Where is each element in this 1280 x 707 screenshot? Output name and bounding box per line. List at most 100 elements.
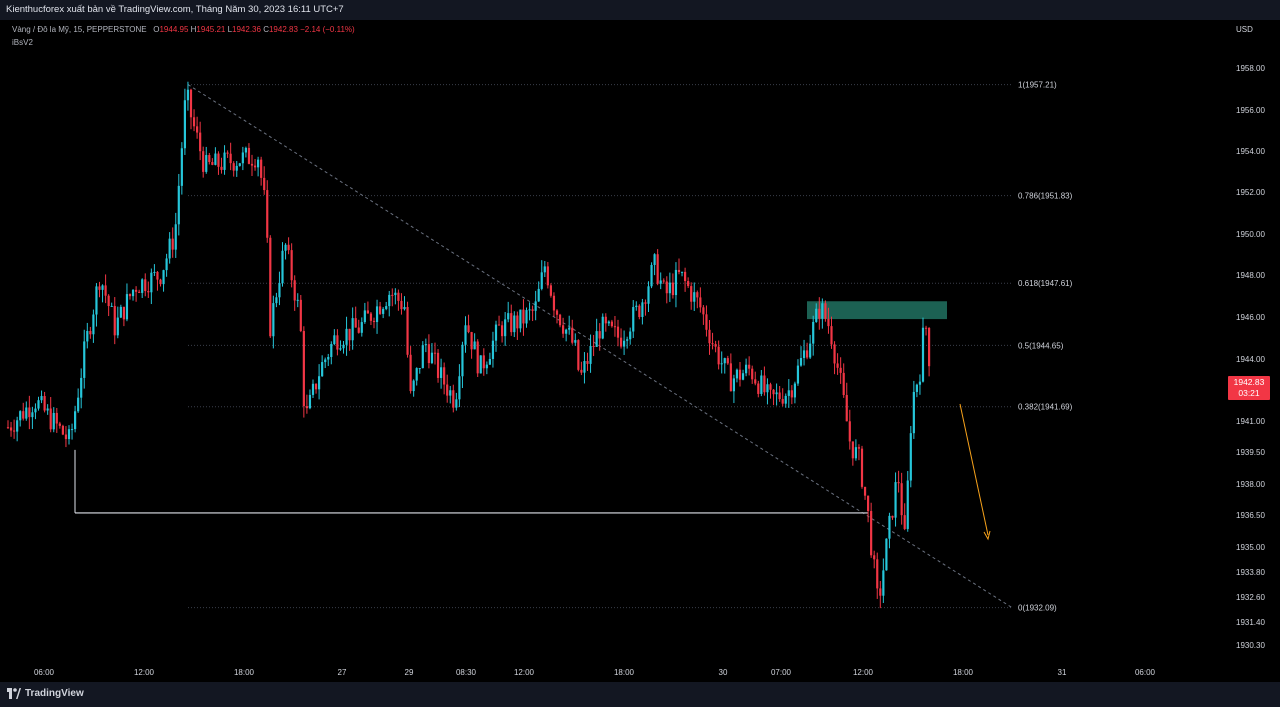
candle-body [232,163,235,171]
candle-body [867,495,870,512]
candle-body [46,408,49,411]
candle-body [760,375,763,394]
time-tick-label: 27 [338,668,347,677]
time-axis[interactable]: 06:00 12:00 18:00 27 29 08:30 12:00 18:00 30 07:0… [34,668,1156,677]
candle-body [787,390,790,396]
candle-body [714,344,717,347]
candle-body [354,318,357,328]
candle-body [479,355,482,374]
candle-body [302,331,305,407]
forecast-arrowhead [983,530,991,541]
candle-body [409,354,412,392]
candle-body [336,335,339,350]
candle-body [738,369,742,380]
price-tick-label: 1958.00 [1236,64,1265,73]
candle-body [83,341,86,378]
time-tick-label: 07:00 [771,668,792,677]
time-tick-label: 06:00 [1135,668,1156,677]
candle-body [144,279,147,292]
candle-body [531,309,534,311]
fibonacci-retracement[interactable]: 1(1957.21) 0.786(1951.83) 0.618(1947.61) 0.… [188,81,1073,613]
price-tick-label: 1931.40 [1236,618,1265,627]
candle-body [104,285,107,296]
candle-body [34,408,37,413]
candle-body [40,396,43,401]
candle-body [28,407,31,418]
ohlc-legend[interactable]: Vàng / Đô la Mỹ, 15, PEPPERSTONE O1944.9… [12,25,355,34]
candle-body [321,362,324,377]
candle-body [821,303,824,319]
candle-body [379,306,382,314]
currency-label[interactable]: USD [1236,25,1253,34]
candle-body [702,307,705,315]
candle-body [455,399,458,408]
candle-body [293,280,296,301]
candle-body [784,395,787,404]
candle-body [482,355,485,369]
candle-body [513,315,516,333]
candle-body [558,314,562,326]
candle-body [845,394,848,422]
candle-body [763,375,766,393]
candle-body [510,313,513,333]
tradingview-logo-icon [7,688,21,699]
candle-body [443,367,446,385]
price-tick-label: 1950.00 [1236,230,1265,239]
fib-level-label: 0.618(1947.61) [1018,279,1073,288]
candle-body [412,380,415,392]
candle-body [488,358,491,365]
candle-body [141,279,144,293]
candle-body [107,295,110,307]
candle-body [196,126,199,133]
price-tick-label: 1954.00 [1236,147,1265,156]
candle-body [705,314,708,330]
candle-body [635,305,638,308]
candle-body [217,153,220,167]
candle-body [226,152,229,154]
price-tick-label: 1941.00 [1236,417,1265,426]
candle-body [61,425,64,435]
candle-body [400,300,403,310]
candle-body [257,159,260,168]
candle-body [394,292,397,296]
candle-body [168,238,171,259]
candle-body [464,325,467,345]
candle-body [574,340,577,343]
candle-body [565,329,568,334]
candle-body [436,352,440,378]
candle-body [388,294,391,307]
candle-body [717,346,720,365]
candle-body [67,429,71,440]
candle-body [537,288,540,302]
candle-body [885,538,888,571]
candle-body [592,345,595,347]
candle-body [528,309,531,311]
candle-body [726,358,729,364]
candle-body [177,185,180,225]
candle-body [854,447,857,459]
candle-body [897,482,900,484]
candle-body [9,427,13,431]
candle-body [888,515,891,539]
price-tick-label: 1946.00 [1236,313,1265,322]
time-tick-label: 12:00 [853,668,874,677]
chart-area[interactable] [0,20,1280,682]
candle-body [656,254,659,284]
candle-body [333,335,336,345]
candle-body [86,330,89,342]
candle-body [915,384,918,392]
footer-bar [0,682,1280,707]
candle-body [549,285,552,296]
candle-body [74,411,77,430]
candle-body [397,292,400,301]
candle-body [433,352,437,354]
price-axis[interactable]: 1958.00 1956.00 1954.00 1952.00 1950.00 1948.… [1236,64,1265,650]
candle-body [369,313,373,321]
forecast-arrow [959,403,989,536]
time-tick-label: 18:00 [953,668,974,677]
indicator-label[interactable]: iBsV2 [12,38,33,47]
candle-body [690,286,693,302]
tradingview-logo[interactable]: TradingView [7,688,84,699]
candle-body [732,378,735,392]
